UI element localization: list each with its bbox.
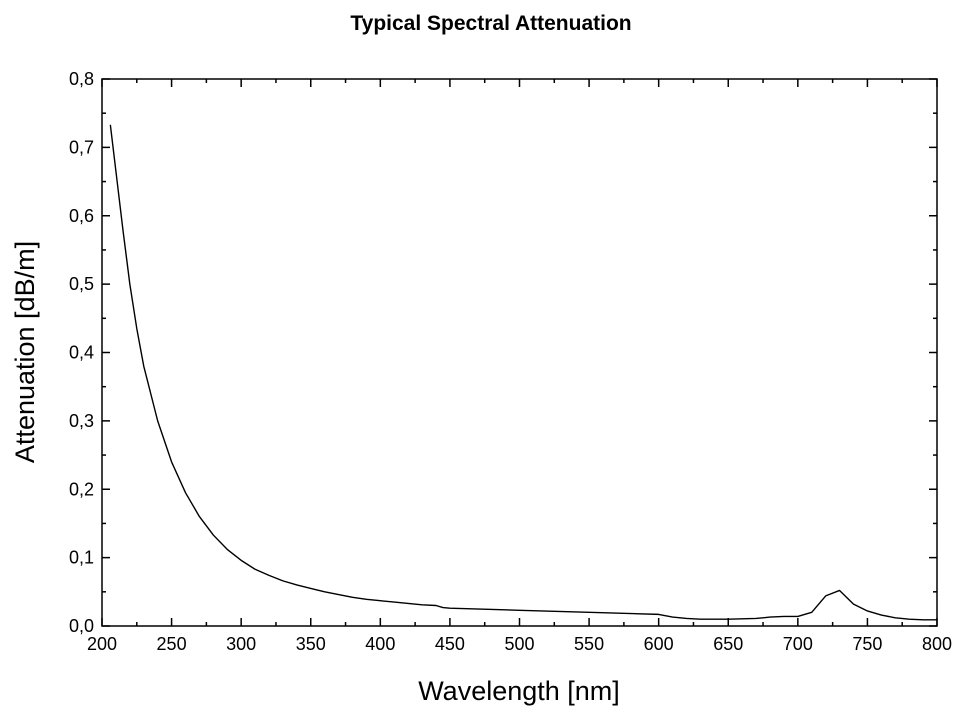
tick-labels: 200 250 300 350 400 450 500 550 600 650 700 750 800 0… xyxy=(69,69,952,654)
y-tick-label: 0,7 xyxy=(69,137,94,157)
x-tick-label: 600 xyxy=(644,634,674,654)
y-tick-label: 0,0 xyxy=(69,616,94,636)
x-tick-label: 200 xyxy=(87,634,117,654)
x-axis-label: Wavelength [nm] xyxy=(418,676,620,706)
x-tick-label: 300 xyxy=(226,634,256,654)
plot-frame xyxy=(101,78,938,627)
y-tick-label: 0,3 xyxy=(69,411,94,431)
x-tick-label: 800 xyxy=(922,634,952,654)
x-tick-label: 700 xyxy=(783,634,813,654)
chart-title: Typical Spectral Attenuation xyxy=(350,12,631,35)
y-tick-label: 0,8 xyxy=(69,69,94,89)
x-tick-label: 550 xyxy=(574,634,604,654)
ticks xyxy=(101,78,938,627)
y-tick-label: 0,4 xyxy=(69,343,94,363)
y-axis-label: Attenuation [dB/m] xyxy=(10,241,40,463)
x-tick-label: 750 xyxy=(852,634,882,654)
y-tick-label: 0,2 xyxy=(69,479,94,499)
x-tick-label: 400 xyxy=(365,634,395,654)
y-tick-label: 0,5 xyxy=(69,274,94,294)
x-tick-label: 650 xyxy=(713,634,743,654)
y-tick-label: 0,6 xyxy=(69,206,94,226)
x-tick-label: 250 xyxy=(157,634,187,654)
x-tick-label: 350 xyxy=(296,634,326,654)
x-tick-label: 500 xyxy=(504,634,534,654)
x-tick-label: 450 xyxy=(435,634,465,654)
y-tick-label: 0,1 xyxy=(69,548,94,568)
attenuation-line xyxy=(109,124,937,621)
